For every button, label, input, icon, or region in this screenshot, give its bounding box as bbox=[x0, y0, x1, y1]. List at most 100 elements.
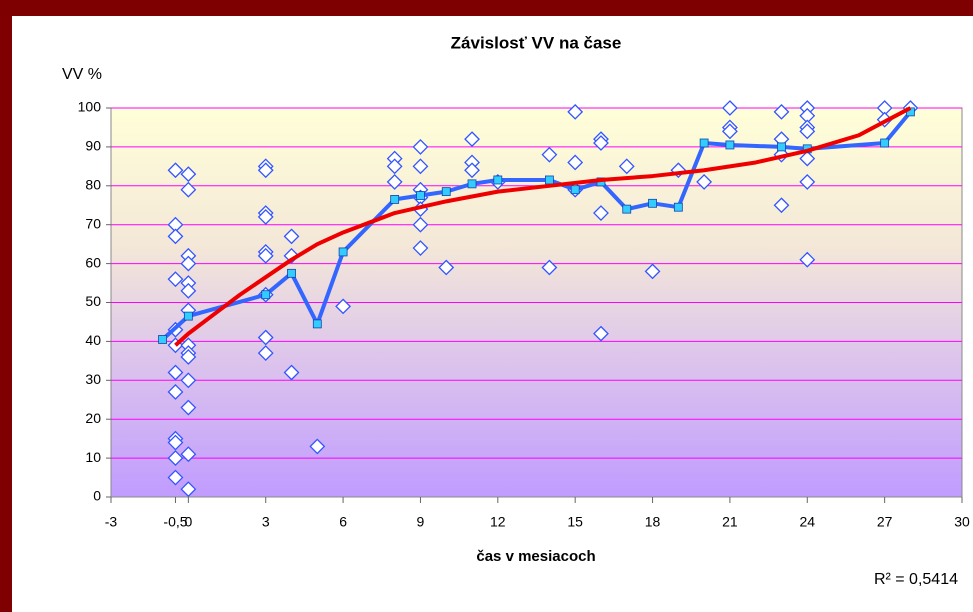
data-point bbox=[412, 158, 429, 175]
x-tick-label: 3 bbox=[262, 514, 270, 530]
line-marker bbox=[390, 195, 400, 204]
data-point bbox=[167, 271, 184, 288]
x-tick-label: -3 bbox=[105, 514, 118, 530]
data-point bbox=[283, 228, 300, 245]
line-marker bbox=[493, 175, 503, 185]
data-point bbox=[180, 446, 197, 463]
line-marker bbox=[880, 138, 890, 148]
line-marker bbox=[622, 204, 632, 214]
data-point bbox=[567, 154, 584, 171]
x-tick-label: 9 bbox=[417, 514, 425, 530]
data-point bbox=[180, 166, 197, 183]
data-point bbox=[593, 325, 609, 342]
data-point bbox=[412, 138, 429, 155]
line-marker bbox=[441, 187, 451, 197]
data-point bbox=[464, 162, 480, 179]
y-tick-label: 20 bbox=[85, 410, 101, 426]
y-tick-label: 80 bbox=[85, 177, 101, 193]
r-squared: R² = 0,5414 bbox=[874, 571, 958, 588]
data-point bbox=[167, 434, 184, 451]
data-point bbox=[283, 364, 300, 381]
data-point bbox=[167, 450, 184, 467]
line-marker bbox=[416, 191, 425, 200]
data-point bbox=[257, 329, 274, 346]
line-marker bbox=[699, 138, 709, 148]
y-tick-label: 60 bbox=[85, 254, 101, 270]
y-tick-label: 30 bbox=[85, 371, 101, 387]
x-tick-label: 15 bbox=[567, 514, 583, 530]
data-point bbox=[412, 240, 429, 256]
data-point bbox=[644, 263, 661, 280]
y-tick-label: 0 bbox=[93, 488, 101, 504]
line-marker bbox=[777, 142, 786, 152]
y-tick-label: 10 bbox=[85, 449, 101, 465]
data-point bbox=[799, 150, 816, 167]
line-marker bbox=[544, 175, 554, 185]
chart-title: Závislosť VV na čase bbox=[451, 33, 622, 52]
line-marker bbox=[261, 290, 271, 300]
x-tick-label: 21 bbox=[722, 514, 738, 530]
line-marker bbox=[312, 319, 322, 329]
data-point bbox=[618, 158, 635, 175]
data-point bbox=[167, 469, 184, 486]
x-tick-label: 0 bbox=[184, 514, 192, 530]
x-tick-label: -0,5 bbox=[163, 514, 187, 530]
data-point bbox=[438, 259, 455, 276]
y-tick-label: 90 bbox=[85, 138, 101, 154]
line-marker bbox=[183, 311, 193, 321]
line-marker bbox=[570, 185, 580, 195]
data-point bbox=[386, 173, 403, 190]
y-axis-label: VV % bbox=[62, 66, 102, 83]
data-point bbox=[180, 372, 197, 389]
data-point bbox=[180, 399, 197, 416]
x-tick-label: 12 bbox=[490, 514, 506, 530]
x-tick-label: 30 bbox=[954, 514, 970, 530]
data-point bbox=[180, 282, 197, 299]
x-axis-label: čas v mesiacoch bbox=[476, 548, 595, 565]
data-point bbox=[180, 349, 197, 365]
x-tick-label: 6 bbox=[339, 514, 347, 530]
data-point bbox=[593, 205, 609, 221]
y-tick-label: 70 bbox=[85, 215, 101, 231]
data-point bbox=[167, 364, 184, 381]
line-marker bbox=[725, 140, 735, 150]
data-point bbox=[464, 131, 480, 148]
line-marker bbox=[158, 335, 167, 344]
data-point bbox=[567, 103, 584, 120]
data-point bbox=[799, 123, 816, 140]
data-point bbox=[180, 181, 197, 198]
data-point bbox=[773, 103, 790, 120]
data-point bbox=[257, 247, 274, 264]
y-tick-label: 40 bbox=[85, 332, 101, 348]
data-point bbox=[412, 216, 429, 233]
data-point bbox=[167, 228, 184, 245]
data-point bbox=[257, 162, 274, 179]
data-point bbox=[386, 158, 403, 175]
x-tick-label: 18 bbox=[645, 514, 661, 530]
y-tick-label: 50 bbox=[85, 293, 101, 309]
data-point bbox=[257, 209, 274, 225]
data-point bbox=[799, 173, 816, 190]
data-point bbox=[721, 100, 738, 116]
data-point bbox=[773, 197, 790, 214]
line bbox=[174, 106, 912, 347]
line-marker bbox=[287, 268, 296, 278]
x-tick-label: 27 bbox=[877, 514, 893, 530]
line-marker bbox=[648, 198, 657, 208]
data-point bbox=[541, 259, 558, 276]
line-marker bbox=[467, 179, 477, 189]
x-tick-label: 24 bbox=[799, 514, 815, 530]
data-point bbox=[799, 251, 816, 268]
data-point bbox=[309, 438, 326, 455]
data-point bbox=[167, 162, 184, 179]
data-point bbox=[721, 123, 738, 140]
data-point bbox=[257, 345, 274, 361]
data-point bbox=[180, 481, 197, 498]
data-point bbox=[696, 173, 713, 190]
line-marker bbox=[338, 247, 348, 257]
data-point bbox=[167, 384, 184, 400]
data-point bbox=[335, 298, 352, 315]
data-point bbox=[593, 135, 609, 151]
data-point bbox=[180, 255, 197, 272]
